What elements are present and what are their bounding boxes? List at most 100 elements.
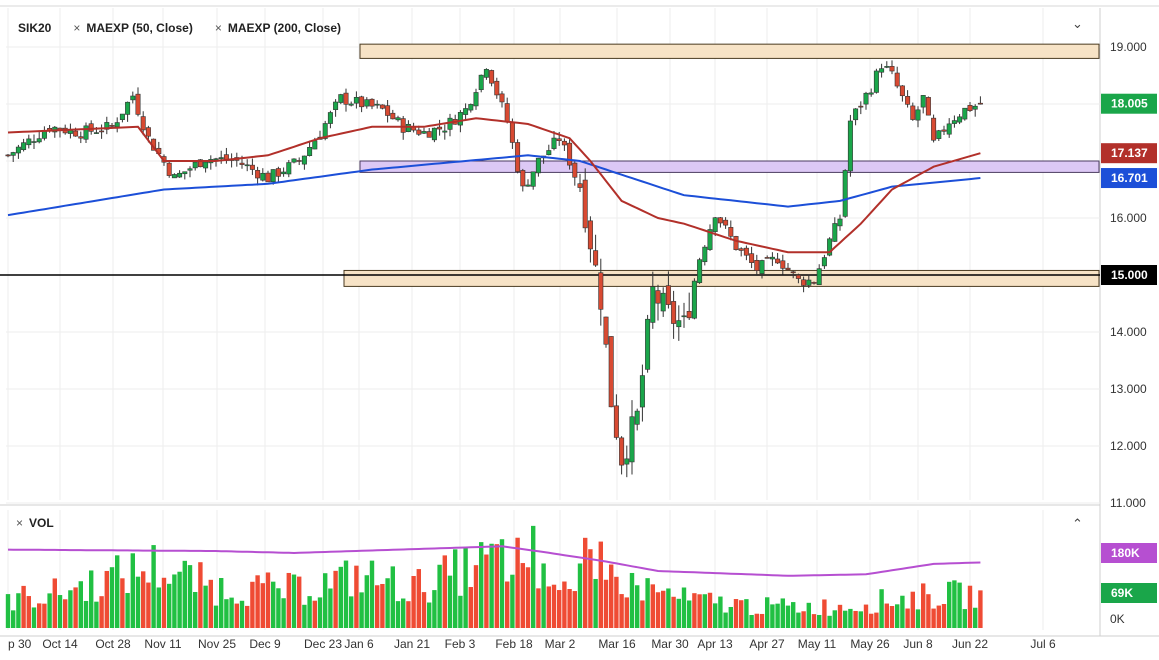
candle-body xyxy=(639,375,645,408)
candle-body xyxy=(379,104,385,109)
candle-body xyxy=(832,223,838,242)
volume-bar xyxy=(759,613,765,628)
candle xyxy=(421,127,427,134)
candle-body xyxy=(567,142,573,166)
volume-bar xyxy=(47,593,52,628)
candle xyxy=(676,305,682,341)
candle-body xyxy=(749,253,755,263)
candle xyxy=(348,101,354,107)
candle xyxy=(899,85,905,102)
candle xyxy=(889,60,895,75)
candle xyxy=(307,140,313,157)
volume-bar xyxy=(416,569,421,628)
volume-bar xyxy=(567,589,572,628)
candle xyxy=(36,131,42,144)
volume-bar xyxy=(369,560,375,628)
candle-body xyxy=(21,142,27,151)
candle xyxy=(437,119,443,136)
study-ma50-label[interactable]: MAEXP (50, Close) xyxy=(86,21,193,35)
candle-body xyxy=(489,70,495,84)
symbol-label[interactable]: SIK20 xyxy=(18,21,52,35)
candle-body xyxy=(650,286,656,323)
volume-bar xyxy=(453,549,458,628)
candle-body xyxy=(723,219,729,226)
candle-body xyxy=(811,282,817,284)
volume-bar xyxy=(458,595,463,628)
candle xyxy=(655,284,661,321)
candle xyxy=(572,161,578,186)
candle-body xyxy=(619,437,625,466)
close-volume-icon[interactable]: × xyxy=(16,516,24,530)
candle-body xyxy=(801,279,807,286)
candle-body xyxy=(442,130,448,133)
candle xyxy=(374,100,380,109)
candle xyxy=(863,91,869,110)
volume-bar xyxy=(193,591,198,628)
x-tick-label: Oct 14 xyxy=(42,637,78,651)
candle xyxy=(286,159,292,178)
volume-bar xyxy=(801,611,806,628)
volume-ma-line xyxy=(7,545,981,577)
volume-bar xyxy=(806,602,811,628)
candle-body xyxy=(577,183,583,188)
volume-bar xyxy=(863,604,869,628)
candle xyxy=(780,254,786,275)
candle xyxy=(905,90,911,108)
volume-bar xyxy=(135,576,141,628)
candle xyxy=(759,259,765,279)
volume-bar xyxy=(702,594,707,628)
candle xyxy=(520,168,526,192)
price-badge xyxy=(1101,168,1157,189)
volume-bar xyxy=(213,605,219,628)
volume-bar xyxy=(120,578,125,628)
candle xyxy=(816,264,822,286)
volume-bar xyxy=(624,597,629,628)
candle xyxy=(962,107,968,121)
candle-body xyxy=(847,120,853,172)
candle-body xyxy=(192,161,198,169)
candle xyxy=(837,214,843,231)
volume-bar xyxy=(785,605,791,628)
study-ma200-label[interactable]: MAEXP (200, Close) xyxy=(227,21,342,35)
candle xyxy=(717,217,723,228)
candle xyxy=(894,66,900,89)
candle-body xyxy=(291,158,297,163)
close-study2-icon[interactable]: × xyxy=(214,21,222,35)
candle-body xyxy=(390,112,396,120)
candle-body xyxy=(255,170,261,179)
candle-body xyxy=(915,109,921,121)
volume-bar xyxy=(676,598,681,628)
candle-body xyxy=(837,218,843,227)
candle-body xyxy=(593,250,599,266)
close-study1-icon[interactable]: × xyxy=(73,21,81,35)
volume-bar xyxy=(562,581,567,628)
candle-body xyxy=(671,301,677,324)
chevron-up-icon[interactable]: ⌃ xyxy=(1072,516,1083,531)
candle-body xyxy=(10,152,16,156)
candle xyxy=(275,166,281,182)
volume-bar xyxy=(853,610,858,628)
volume-bar xyxy=(551,584,557,628)
candle-body xyxy=(587,220,593,250)
volume-bar xyxy=(520,563,525,628)
volume-bar xyxy=(208,579,213,628)
candle xyxy=(104,116,110,135)
volume-bar xyxy=(89,570,94,628)
candle-body xyxy=(457,112,463,126)
candle-body xyxy=(99,130,105,133)
volume-bar xyxy=(510,574,515,628)
candle xyxy=(821,254,827,269)
y-tick-label: 16.000 xyxy=(1110,211,1147,225)
volume-bar xyxy=(427,602,432,628)
candle xyxy=(790,270,796,279)
candle-body xyxy=(873,70,879,93)
chevron-down-icon[interactable]: ⌄ xyxy=(1072,16,1083,31)
candle-body xyxy=(353,97,359,104)
candle-body xyxy=(613,405,619,438)
candle-body xyxy=(307,146,313,156)
candle xyxy=(26,134,32,149)
volume-bar xyxy=(463,547,468,628)
candle xyxy=(582,168,588,233)
candle-body xyxy=(743,247,749,256)
